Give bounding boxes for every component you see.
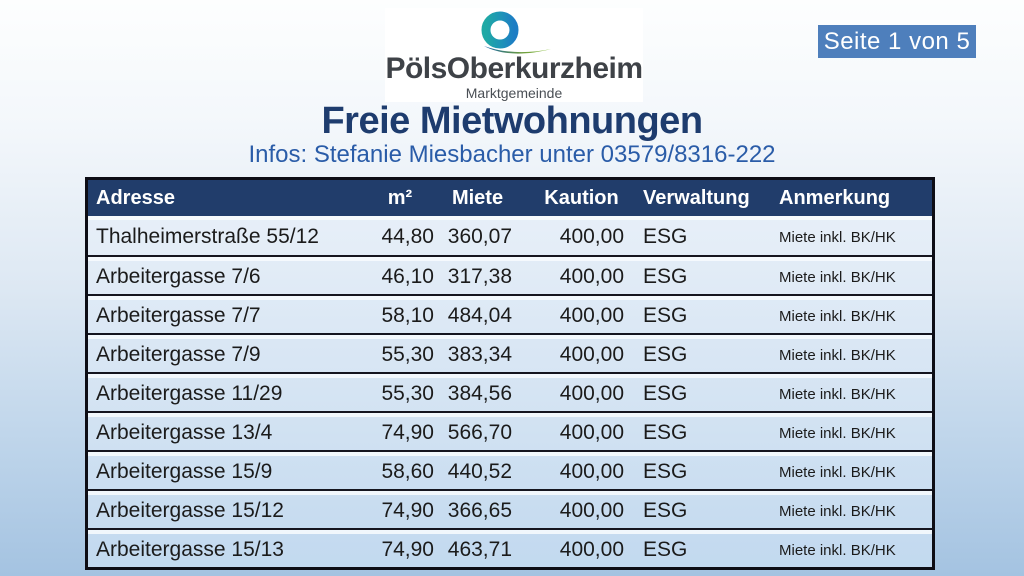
cell-verwaltung: ESG — [643, 460, 688, 483]
cell-miete: 360,07 — [447, 225, 512, 248]
table-row: Arbeitergasse 15/9 58,60 440,52 400,00 E… — [88, 450, 932, 489]
table-row: Arbeitergasse 15/13 74,90 463,71 400,00 … — [88, 528, 932, 567]
cell-m2: 55,30 — [381, 343, 434, 366]
logo-wordmark: PölsOberkurzheim — [385, 52, 643, 85]
cell-m2: 58,10 — [381, 304, 434, 327]
cell-m2: 44,80 — [381, 225, 434, 248]
column-header-kaution: Kaution — [544, 186, 619, 209]
column-header-m2: m² — [387, 186, 413, 209]
cell-anmerkung: Miete inkl. BK/HK — [779, 346, 896, 364]
cell-kaution: 400,00 — [559, 304, 624, 327]
column-header-adresse: Adresse — [96, 186, 175, 209]
cell-anmerkung: Miete inkl. BK/HK — [779, 385, 896, 403]
cell-adresse: Arbeitergasse 15/12 — [96, 499, 284, 522]
cell-miete: 366,65 — [447, 499, 512, 522]
table-row: Arbeitergasse 7/9 55,30 383,34 400,00 ES… — [88, 333, 932, 372]
cell-miete: 317,38 — [447, 265, 512, 288]
column-header-miete: Miete — [451, 186, 504, 209]
cell-verwaltung: ESG — [643, 499, 688, 522]
cell-kaution: 400,00 — [559, 382, 624, 405]
table-body: Thalheimerstraße 55/12 44,80 360,07 400,… — [88, 216, 932, 567]
cell-m2: 74,90 — [381, 499, 434, 522]
table-row: Arbeitergasse 13/4 74,90 566,70 400,00 E… — [88, 411, 932, 450]
cell-kaution: 400,00 — [559, 499, 624, 522]
cell-miete: 440,52 — [447, 460, 512, 483]
cell-anmerkung: Miete inkl. BK/HK — [779, 268, 896, 286]
table-row: Arbeitergasse 7/7 58,10 484,04 400,00 ES… — [88, 294, 932, 333]
page-title: Freie Mietwohnungen — [321, 100, 703, 142]
table-row: Arbeitergasse 11/29 55,30 384,56 400,00 … — [88, 372, 932, 411]
cell-kaution: 400,00 — [559, 343, 624, 366]
cell-miete: 463,71 — [447, 538, 512, 561]
logo-tagline: Marktgemeinde — [465, 85, 563, 101]
cell-adresse: Arbeitergasse 13/4 — [96, 421, 273, 444]
cell-miete: 384,56 — [447, 382, 512, 405]
cell-verwaltung: ESG — [643, 225, 688, 248]
cell-anmerkung: Miete inkl. BK/HK — [779, 307, 896, 325]
cell-verwaltung: ESG — [643, 343, 688, 366]
cell-adresse: Thalheimerstraße 55/12 — [96, 225, 319, 248]
cell-miete: 566,70 — [447, 421, 512, 444]
cell-miete: 383,34 — [447, 343, 512, 366]
cell-adresse: Arbeitergasse 7/7 — [96, 304, 261, 327]
page-number-badge: Seite 1 von 5 — [818, 25, 976, 58]
cell-m2: 46,10 — [381, 265, 434, 288]
column-header-anmerkung: Anmerkung — [779, 186, 891, 209]
table-row: Arbeitergasse 15/12 74,90 366,65 400,00 … — [88, 489, 932, 528]
cell-anmerkung: Miete inkl. BK/HK — [779, 463, 896, 481]
cell-verwaltung: ESG — [643, 265, 688, 288]
cell-verwaltung: ESG — [643, 421, 688, 444]
cell-kaution: 400,00 — [559, 265, 624, 288]
table-header-row: Adresse m² Miete Kaution Verwaltung Anme… — [88, 180, 932, 216]
cell-adresse: Arbeitergasse 15/13 — [96, 538, 284, 561]
contact-info-line: Infos: Stefanie Miesbacher unter 03579/8… — [248, 141, 776, 168]
cell-adresse: Arbeitergasse 11/29 — [96, 382, 283, 405]
cell-verwaltung: ESG — [643, 304, 688, 327]
cell-miete: 484,04 — [447, 304, 512, 327]
cell-anmerkung: Miete inkl. BK/HK — [779, 228, 896, 246]
cell-m2: 55,30 — [381, 382, 434, 405]
page-number-label: Seite 1 von 5 — [823, 27, 971, 55]
cell-anmerkung: Miete inkl. BK/HK — [779, 424, 896, 442]
cell-kaution: 400,00 — [559, 421, 624, 444]
table-row: Thalheimerstraße 55/12 44,80 360,07 400,… — [88, 216, 932, 255]
cell-anmerkung: Miete inkl. BK/HK — [779, 541, 896, 559]
cell-adresse: Arbeitergasse 7/6 — [96, 265, 261, 288]
table-row: Arbeitergasse 7/6 46,10 317,38 400,00 ES… — [88, 255, 932, 294]
cell-adresse: Arbeitergasse 15/9 — [96, 460, 273, 483]
cell-anmerkung: Miete inkl. BK/HK — [779, 502, 896, 520]
cell-adresse: Arbeitergasse 7/9 — [96, 343, 261, 366]
cell-m2: 74,90 — [381, 421, 434, 444]
loop-swoosh-logo-icon — [481, 11, 551, 54]
cell-kaution: 400,00 — [559, 460, 624, 483]
cell-verwaltung: ESG — [643, 382, 688, 405]
cell-kaution: 400,00 — [559, 538, 624, 561]
column-header-verwaltung: Verwaltung — [643, 186, 750, 209]
cell-kaution: 400,00 — [559, 225, 624, 248]
cell-m2: 58,60 — [381, 460, 434, 483]
cell-verwaltung: ESG — [643, 538, 688, 561]
apartments-table: Adresse m² Miete Kaution Verwaltung Anme… — [85, 177, 935, 570]
cell-m2: 74,90 — [381, 538, 434, 561]
municipality-logo: PölsOberkurzheim Marktgemeinde — [385, 8, 643, 102]
